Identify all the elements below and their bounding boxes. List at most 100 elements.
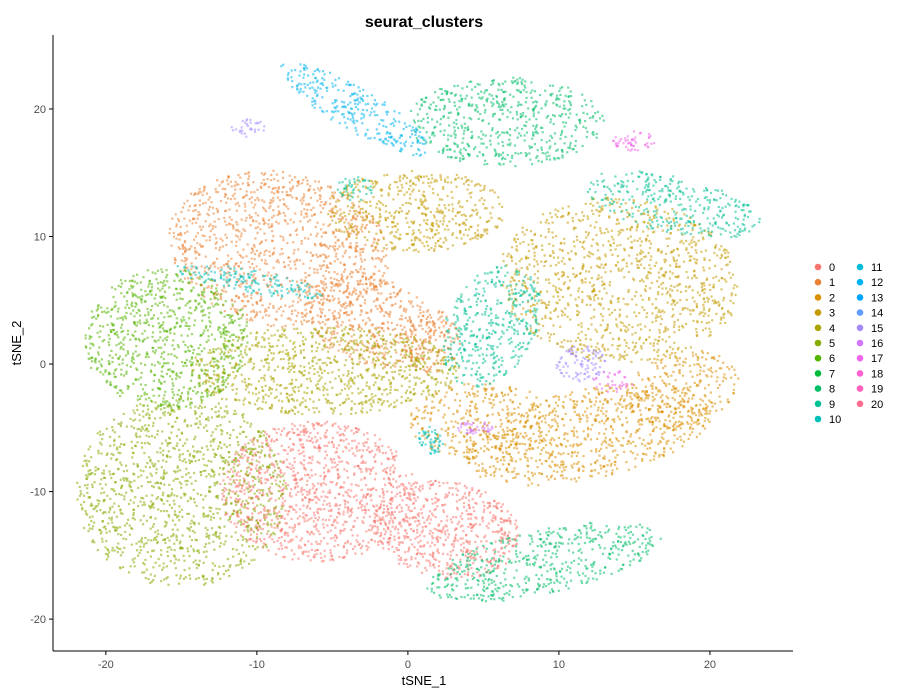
data-point [364,243,367,246]
data-point [361,442,365,445]
data-point [258,242,261,245]
data-point [331,282,334,285]
data-point [493,434,496,437]
data-point [428,339,431,342]
data-point [540,430,543,433]
data-point [696,355,699,358]
data-point [316,542,319,546]
data-point [475,234,478,237]
data-point [355,494,358,497]
data-point [235,311,238,314]
data-point [310,499,313,502]
data-point [443,214,446,217]
data-point [438,204,441,207]
data-point [467,517,470,520]
data-point [701,351,705,354]
data-point [620,397,623,400]
data-point [283,499,287,503]
data-point [280,536,283,539]
data-point [393,535,396,538]
data-point [724,377,728,380]
data-point [250,191,253,194]
data-point [233,522,236,525]
data-point [633,384,636,387]
data-point [296,180,299,183]
data-point [360,248,363,251]
data-point [336,198,339,201]
data-point [204,255,207,258]
data-point [388,502,391,505]
data-point [656,367,659,370]
data-point [308,283,311,286]
data-point [474,558,477,561]
data-point [499,447,502,450]
data-point [452,545,455,548]
data-point [363,362,366,365]
data-point [348,355,351,358]
data-point [403,491,406,494]
data-point [240,299,243,302]
data-point [532,403,535,406]
data-point [553,407,556,410]
data-point [369,469,372,473]
data-point [270,440,273,443]
data-point [492,399,495,402]
data-point [353,231,356,234]
data-point [465,534,468,537]
data-point [306,420,309,423]
data-point [346,539,349,543]
data-point [273,192,276,195]
data-point [289,234,292,237]
data-point [435,492,438,495]
data-point [428,487,431,490]
data-point [671,388,674,391]
data-point [481,516,484,519]
data-point [294,487,297,490]
data-point [244,305,247,308]
data-point [421,345,424,348]
data-point [369,276,372,279]
data-point [430,406,434,409]
data-point [249,224,252,227]
data-point [303,488,306,492]
data-point [265,249,268,252]
data-point [216,179,219,182]
data-point [350,483,353,486]
data-point [689,385,692,388]
data-point [350,302,353,305]
data-point [288,462,291,465]
data-point [318,289,321,292]
data-point [225,290,228,293]
data-point [483,228,486,231]
data-point [295,314,298,317]
data-point [723,373,726,376]
data-point [383,500,386,503]
data-point [686,421,689,424]
data-point [466,409,469,412]
data-point [389,449,392,452]
data-point [275,220,278,223]
data-point [491,388,494,391]
data-point [291,196,294,199]
data-point [712,356,715,359]
data-point [386,347,389,350]
data-point [649,408,652,411]
data-point [337,325,340,328]
data-point [290,467,293,470]
data-point [227,254,230,257]
data-point [538,416,541,420]
data-point [343,481,346,484]
data-point [387,446,390,449]
data-point [396,228,399,231]
data-point [226,512,229,515]
data-point [460,214,463,217]
data-point [347,234,350,237]
data-point [362,199,365,202]
data-point [362,216,365,219]
data-point [345,470,348,473]
data-point [239,285,242,288]
data-point [303,216,306,219]
data-point [280,547,283,550]
data-point [662,424,666,427]
data-point [365,214,368,217]
